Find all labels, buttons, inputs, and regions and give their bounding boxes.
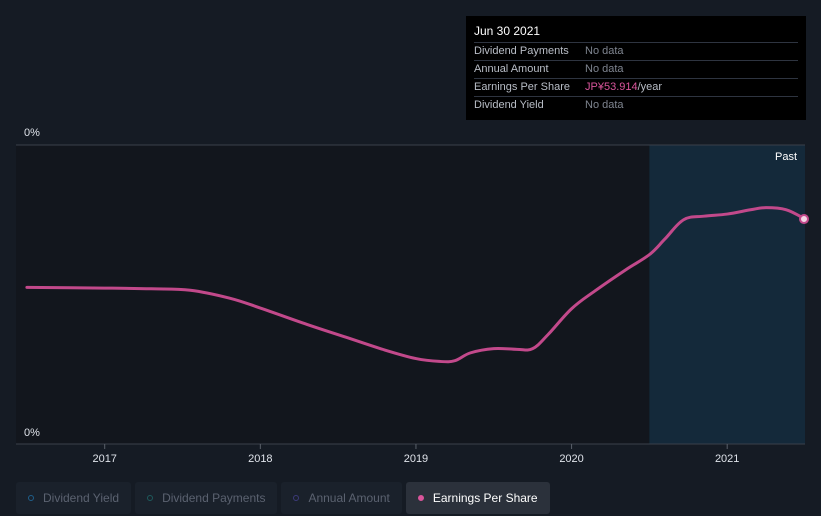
tooltip-value: No data: [585, 45, 624, 57]
legend-item-annual-amount[interactable]: Annual Amount: [281, 482, 402, 514]
legend-dot-icon: [28, 495, 34, 501]
tooltip-key: Dividend Payments: [474, 45, 569, 57]
chart-legend: Dividend Yield Dividend Payments Annual …: [16, 482, 554, 514]
x-tick-label: 2021: [715, 453, 739, 465]
tooltip-row-dividend-yield: Dividend Yield No data: [474, 96, 798, 114]
legend-label: Dividend Yield: [43, 491, 120, 505]
x-tick-label: 2020: [559, 453, 583, 465]
tooltip-row-eps: Earnings Per Share JP¥53.914/year: [474, 78, 798, 96]
x-tick-label: 2018: [248, 453, 272, 465]
legend-item-dividend-yield[interactable]: Dividend Yield: [16, 482, 132, 514]
tooltip-key: Earnings Per Share: [474, 81, 570, 93]
legend-label: Earnings Per Share: [432, 491, 538, 505]
y-tick-label-top: 0%: [24, 127, 40, 139]
tooltip-key: Dividend Yield: [474, 99, 544, 111]
legend-item-dividend-payments[interactable]: Dividend Payments: [135, 482, 278, 514]
legend-dot-icon: [147, 495, 154, 501]
x-tick-label: 2017: [92, 453, 116, 465]
past-region-highlight: [649, 145, 805, 444]
tooltip-value: JP¥53.914: [585, 81, 638, 93]
legend-label: Dividend Payments: [162, 491, 266, 505]
eps-series-line[interactable]: [25, 206, 807, 364]
legend-item-earnings-per-share[interactable]: Earnings Per Share: [405, 482, 550, 514]
tooltip-key: Annual Amount: [474, 63, 549, 75]
tooltip-row-annual-amount: Annual Amount No data: [474, 60, 798, 78]
x-axis-ticks: 2017 2018 2019 2020 2021: [92, 444, 739, 465]
y-tick-label-bottom: 0%: [24, 427, 40, 439]
legend-dot-icon: [293, 495, 300, 501]
data-tooltip: Jun 30 2021 Dividend Payments No data An…: [466, 16, 806, 120]
eps-highlight-point[interactable]: [799, 214, 809, 225]
x-tick-label: 2019: [404, 453, 428, 465]
tooltip-unit: /year: [637, 81, 663, 93]
tooltip-date: Jun 30 2021: [474, 24, 541, 38]
earnings-chart: 0% 0% 2017 2018 2019 2020 2021 Past: [16, 127, 809, 465]
tooltip-value: No data: [585, 99, 624, 111]
tooltip-row-dividend-payments: Dividend Payments No data: [474, 42, 798, 60]
tooltip-value: No data: [585, 63, 624, 75]
past-label: Past: [775, 151, 797, 163]
legend-label: Annual Amount: [308, 491, 390, 505]
legend-dot-icon: [417, 495, 424, 501]
